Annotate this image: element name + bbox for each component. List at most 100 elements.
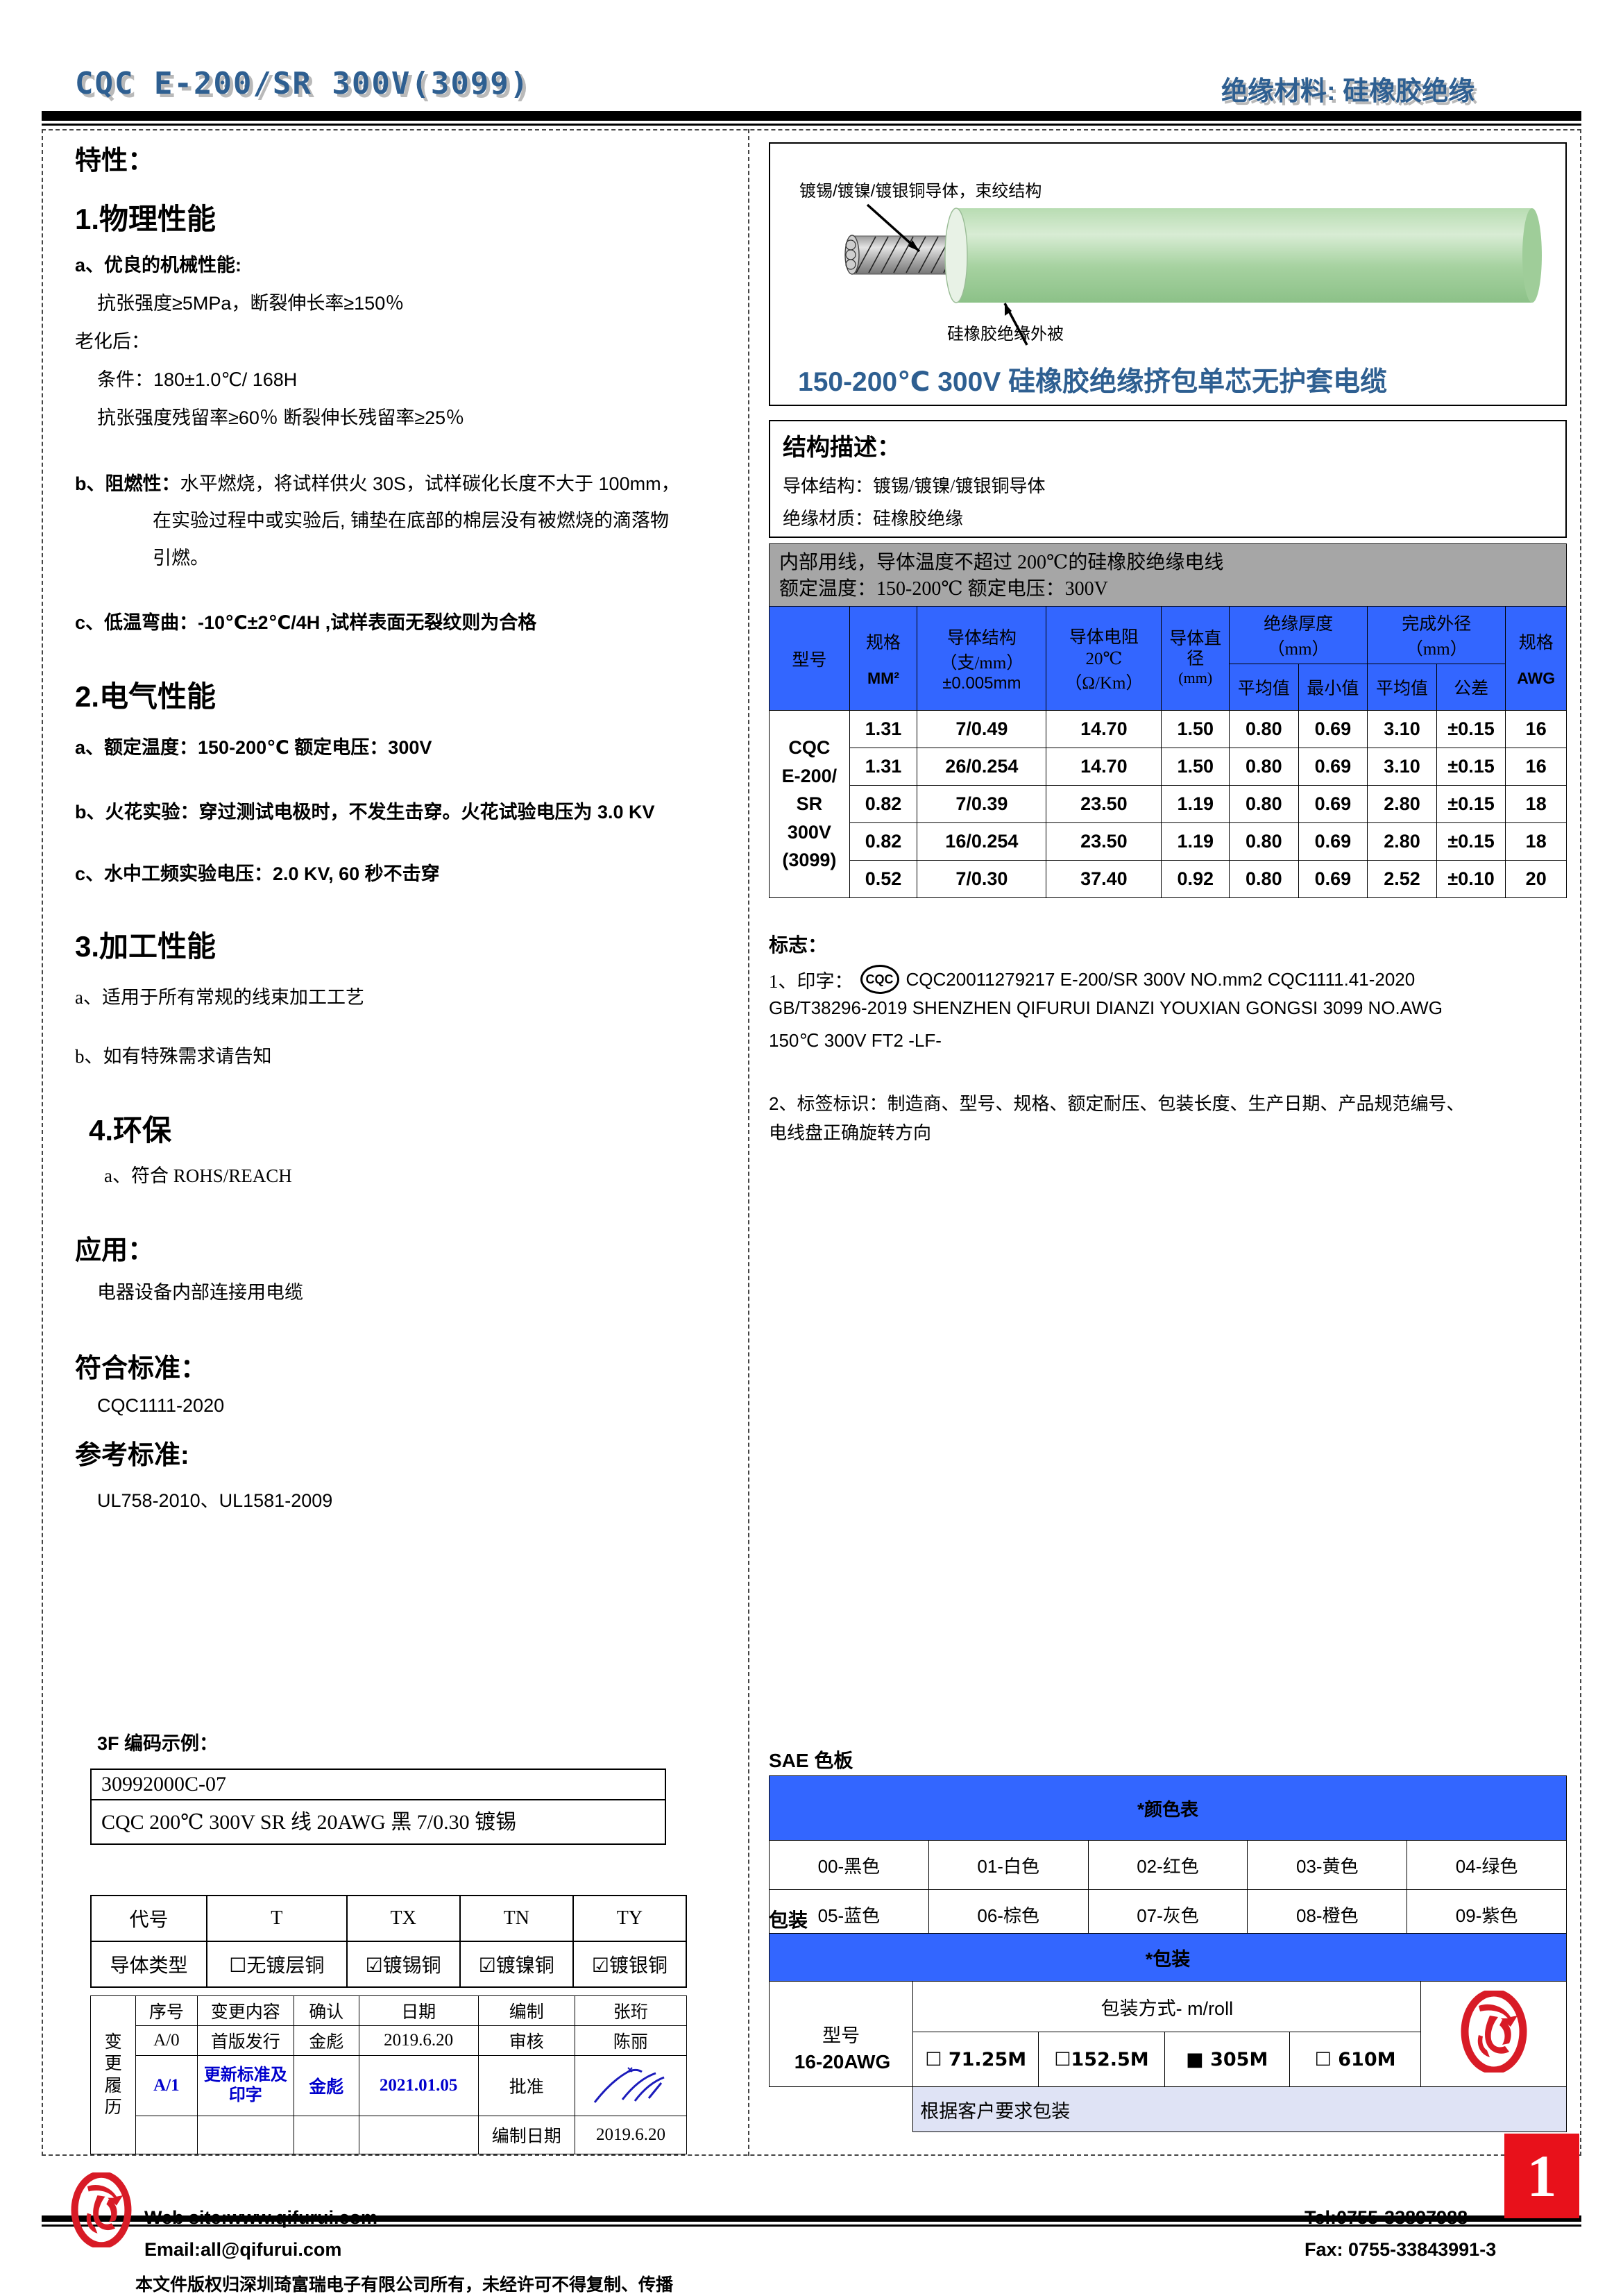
cell-r4-c7: ±0.10	[1436, 860, 1506, 898]
header-rule	[42, 111, 1581, 121]
conductor-code-table: 代号 T TX TN TY 导体类型 ☐无镀层铜 ☑镀锡铜 ☑镀镍铜 ☑镀银铜	[90, 1895, 688, 1988]
rev-header-0: 序号	[135, 1995, 198, 2026]
footer-website[interactable]: Web site:www.qifurui.com	[144, 2207, 378, 2228]
cell-r4-c4: 0.80	[1229, 860, 1299, 898]
res-u2: （Ω/Km）	[1064, 673, 1144, 693]
cell-r1-c8: 16	[1505, 748, 1567, 786]
s1-retention: 抗张强度残留率≥60％ 断裂伸长残留率≥25％	[97, 407, 465, 428]
cell-r3-c5: 0.69	[1298, 822, 1368, 861]
table-row: 代号 T TX TN TY	[90, 1895, 688, 1942]
color-00: 00-黑色	[769, 1840, 929, 1890]
packing-option-152[interactable]: ☐152.5M	[1038, 2032, 1165, 2087]
cell-r4-c5: 0.69	[1298, 860, 1368, 898]
sae-color-table: *颜色表 00-黑色 01-白色 02-红色 03-黄色 04-绿色 05-蓝色…	[769, 1775, 1567, 1939]
s1-a-line1: 抗张强度≥5MPa，断裂伸长率≥150％	[97, 293, 405, 314]
footer-fax: Fax: 0755-33843991-3	[1305, 2239, 1497, 2260]
s1-b-line1: 水平燃烧，将试样供火 30S，试样碳化长度不大于 100mm，	[180, 473, 680, 494]
col-header-awg: 规格 AWG	[1505, 606, 1567, 711]
s1-b-label: b、阻燃性：	[75, 473, 180, 494]
rev-r1-c3: 2021.01.05	[358, 2055, 479, 2116]
table-row: 00-黑色 01-白色 02-红色 03-黄色 04-绿色	[769, 1840, 1567, 1890]
reference-standards: UL758-2010、UL1581-2009	[97, 1490, 333, 1511]
reference-heading: 参考标准:	[75, 1441, 189, 1470]
model-l0: CQC	[788, 737, 831, 759]
revision-side-label: 变更履历	[90, 1995, 137, 2154]
table-row: 16-20AWG 根据客户要求包装	[770, 2086, 1567, 2132]
cable-illustration	[844, 203, 1542, 346]
model-l4: (3099)	[782, 850, 837, 871]
rev-r0-c0: A/0	[135, 2025, 198, 2056]
footer-copyright: 本文件版权归深圳琦富瑞电子有限公司所有，未经许可不得复制、传播	[135, 2275, 674, 2295]
checkbox-silver-copper[interactable]: ☑镀银铜	[572, 1941, 688, 1988]
table-row: 0.52 7/0.30 37.40 0.92 0.80 0.69 2.52 ±0…	[770, 860, 1567, 898]
od-u: （mm）	[1405, 640, 1468, 659]
cell-r0-c4: 0.80	[1229, 710, 1299, 748]
content-frame	[42, 129, 1581, 2156]
packing-col-model: 型号	[822, 2025, 860, 2046]
cd-t: 导体直径	[1169, 629, 1222, 668]
cell-r0-c0: 1.31	[849, 710, 918, 748]
checkbox-nickel-copper[interactable]: ☑镀镍铜	[459, 1941, 574, 1988]
sae-heading: SAE 色板	[769, 1750, 853, 1771]
cd-u: (mm)	[1178, 669, 1213, 687]
structure-description-box: 结构描述： 导体结构：镀锡/镀镍/镀银铜导体 绝缘材质：硅橡胶绝缘	[769, 420, 1567, 538]
cell-r1-c1: 26/0.254	[917, 748, 1047, 786]
page-title: CQC E-200/SR 300V(3099)	[75, 66, 530, 101]
code-header-0: 代号	[90, 1895, 208, 1942]
cell-r3-c1: 16/0.254	[917, 822, 1047, 861]
packing-heading: 包装	[769, 1909, 808, 1931]
company-logo-cell	[1420, 1981, 1567, 2087]
s1-aging-label: 老化后：	[75, 331, 150, 352]
packing-option-305[interactable]: ■ 305M	[1164, 2032, 1290, 2087]
cell-r1-c7: ±0.15	[1436, 748, 1506, 786]
code-header-4: TY	[572, 1895, 688, 1942]
table-row: 0.82 16/0.254 23.50 1.19 0.80 0.69 2.80 …	[770, 822, 1567, 861]
table-row: A/0 首版发行 金彪 2019.6.20 审核 陈丽	[91, 2025, 688, 2056]
section-1-heading: 1.物理性能	[75, 203, 216, 235]
cell-r0-c1: 7/0.49	[917, 710, 1047, 748]
packing-option-610[interactable]: ☐ 610M	[1289, 2032, 1422, 2087]
rev-r2-c3	[358, 2116, 479, 2154]
code-header-1: T	[206, 1895, 348, 1942]
cs-u2: ±0.005mm	[942, 673, 1021, 693]
cell-r4-c0: 0.52	[849, 860, 918, 898]
table-row: 平均值 最小值 平均值 公差	[770, 664, 1567, 711]
it-u: （mm）	[1267, 640, 1329, 659]
features-heading: 特性：	[75, 146, 155, 176]
rev-r2-c1	[196, 2116, 294, 2154]
rev-r1-c2: 金彪	[293, 2055, 359, 2116]
cell-r0-c3: 1.50	[1161, 710, 1230, 748]
application-heading: 应用：	[75, 1236, 155, 1265]
col-header-size-text: 规格	[865, 634, 901, 652]
signature-icon	[593, 2066, 665, 2103]
footer-tel: Tel:0755-33897988	[1305, 2207, 1468, 2228]
spec-banner-line1: 内部用线，导体温度不超过 200℃的硅橡胶绝缘电线	[779, 552, 1224, 573]
packing-option-71[interactable]: ☐ 71.25M	[912, 2032, 1039, 2087]
color-05: 05-蓝色	[769, 1889, 929, 1939]
color-09: 09-紫色	[1407, 1889, 1567, 1939]
rev-header-5: 张珩	[574, 1995, 688, 2026]
table-row: ☐ 71.25M ☐152.5M ■ 305M ☐ 610M	[770, 2032, 1567, 2087]
footer-rule	[42, 2215, 1581, 2222]
checkbox-bare-copper[interactable]: ☐无镀层铜	[206, 1941, 348, 1988]
rev-r1-c0: A/1	[135, 2055, 198, 2116]
rev-r1-c1: 更新标准及印字	[196, 2055, 294, 2116]
s1-b-line2: 在实验过程中或实验后, 铺垫在底部的棉层没有被燃烧的滴落物	[153, 510, 670, 531]
checkbox-tinned-copper[interactable]: ☑镀锡铜	[346, 1941, 461, 1988]
it-t: 绝缘厚度	[1264, 615, 1334, 634]
footer-email[interactable]: Email:all@qifurui.com	[144, 2239, 342, 2260]
cell-r4-c3: 0.92	[1161, 860, 1230, 898]
section-4-heading: 4.环保	[89, 1114, 172, 1147]
rev-header-4: 编制	[477, 1995, 575, 2026]
table-row: *颜色表	[769, 1775, 1567, 1841]
cell-r2-c6: 2.80	[1367, 785, 1437, 823]
spec-banner: 内部用线，导体温度不超过 200℃的硅橡胶绝缘电线 额定温度：150-200℃ …	[769, 543, 1567, 606]
table-row: A/1 更新标准及印字 金彪 2021.01.05 批准	[91, 2055, 688, 2116]
color-06: 06-棕色	[928, 1889, 1089, 1939]
structure-conductor: 导体结构：镀锡/镀镍/镀银铜导体	[783, 476, 1046, 496]
rev-r0-c3: 2019.6.20	[358, 2025, 479, 2056]
col-header-insulation-thickness: 绝缘厚度 （mm）	[1229, 606, 1368, 664]
color-02: 02-红色	[1087, 1840, 1248, 1890]
s1-c-lowtemp: c、低温弯曲：-10℃±2℃/4H ,试样表面无裂纹则为合格	[75, 612, 537, 633]
color-08: 08-橙色	[1247, 1889, 1408, 1939]
